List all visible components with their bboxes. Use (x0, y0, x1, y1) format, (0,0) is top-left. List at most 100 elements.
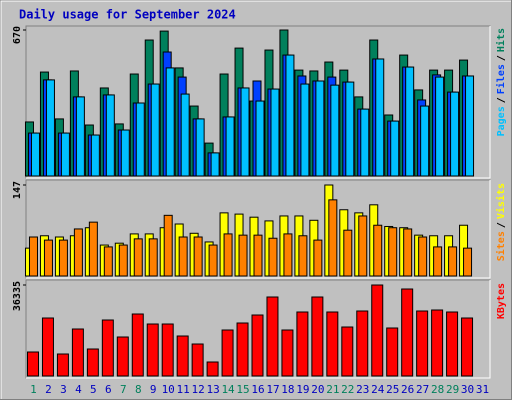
x-tick-label: 6 (105, 383, 112, 396)
x-tick-label: 29 (446, 383, 459, 396)
chart-title: Daily usage for September 2024 (19, 8, 236, 22)
legend-entry: KBytes (496, 283, 507, 319)
x-tick-label: 5 (90, 383, 97, 396)
bar (465, 75, 475, 177)
x-tick-label: 1 (30, 383, 37, 396)
bar (28, 236, 38, 277)
bar (405, 66, 415, 177)
bar (296, 311, 309, 377)
bar (446, 311, 459, 377)
bar (193, 236, 203, 277)
bar (150, 83, 160, 177)
bar (375, 58, 385, 177)
bar (43, 239, 53, 277)
x-tick-label: 9 (150, 383, 157, 396)
bar (345, 81, 355, 177)
bar (281, 329, 294, 377)
bar (450, 91, 460, 177)
bar (45, 79, 55, 177)
bar (251, 314, 264, 377)
bar (210, 152, 220, 177)
bar (431, 309, 444, 377)
x-tick-label: 27 (416, 383, 429, 396)
legend: Sites / Visits (495, 183, 507, 261)
x-tick-label: 26 (401, 383, 414, 396)
x-tick-label: 22 (341, 383, 354, 396)
x-tick-label: 11 (177, 383, 190, 396)
bar (360, 108, 370, 177)
bar (163, 214, 173, 277)
panel-edge (26, 280, 491, 379)
bar (390, 120, 400, 177)
bar (330, 84, 340, 177)
bar (283, 233, 293, 277)
bar (326, 311, 339, 377)
x-tick-label: 28 (431, 383, 444, 396)
x-tick-label: 8 (135, 383, 142, 396)
bar (356, 310, 369, 377)
bar (103, 246, 113, 277)
x-tick-label: 23 (356, 383, 369, 396)
bar (343, 229, 353, 277)
bar (311, 296, 324, 377)
bar (300, 83, 310, 177)
legend-entry: Hits (495, 28, 507, 52)
bar (146, 323, 159, 377)
bar (26, 351, 39, 377)
bar (86, 348, 99, 377)
bar (416, 310, 429, 377)
bar (118, 244, 128, 277)
bar (73, 228, 83, 277)
bar (268, 237, 278, 277)
x-tick-label: 10 (162, 383, 175, 396)
bar (373, 224, 383, 277)
bar (285, 54, 295, 177)
bar (120, 129, 130, 177)
bar (178, 236, 188, 277)
legend-separator: / (496, 97, 507, 103)
bar (30, 132, 40, 177)
bar (165, 67, 175, 177)
x-tick-label: 31 (476, 383, 489, 396)
legend-entry: Visits (495, 183, 507, 219)
bar (101, 319, 114, 377)
bar (131, 313, 144, 377)
legend-entry: Files (495, 64, 507, 94)
bar (148, 238, 158, 277)
x-tick-label: 2 (45, 383, 52, 396)
bar (105, 94, 115, 177)
panel-edge (26, 26, 491, 179)
bar (266, 296, 279, 377)
x-tick-label: 19 (296, 383, 309, 396)
bar (298, 235, 308, 277)
x-tick-label: 24 (371, 383, 385, 396)
bar (135, 102, 145, 177)
bar (240, 87, 250, 177)
bar (41, 317, 54, 377)
x-tick-label: 13 (206, 383, 219, 396)
x-tick-label: 25 (386, 383, 399, 396)
bar (401, 288, 414, 377)
x-tick-label: 14 (221, 383, 235, 396)
bar (253, 234, 263, 277)
bar (208, 244, 218, 277)
bar (71, 328, 84, 377)
legend-separator: / (496, 55, 507, 61)
bar (236, 322, 249, 377)
x-tick-label: 4 (75, 383, 82, 396)
x-tick-label: 12 (192, 383, 205, 396)
bar (161, 323, 174, 377)
bar (58, 239, 68, 277)
bar (435, 76, 445, 177)
bar (433, 246, 443, 277)
bar (225, 116, 235, 177)
x-tick-label: 20 (311, 383, 324, 396)
bar (388, 227, 398, 277)
bar (223, 233, 233, 277)
bar (315, 80, 325, 177)
bar (403, 228, 413, 277)
bar (313, 239, 323, 277)
bar (60, 132, 70, 177)
x-tick-label: 30 (461, 383, 474, 396)
